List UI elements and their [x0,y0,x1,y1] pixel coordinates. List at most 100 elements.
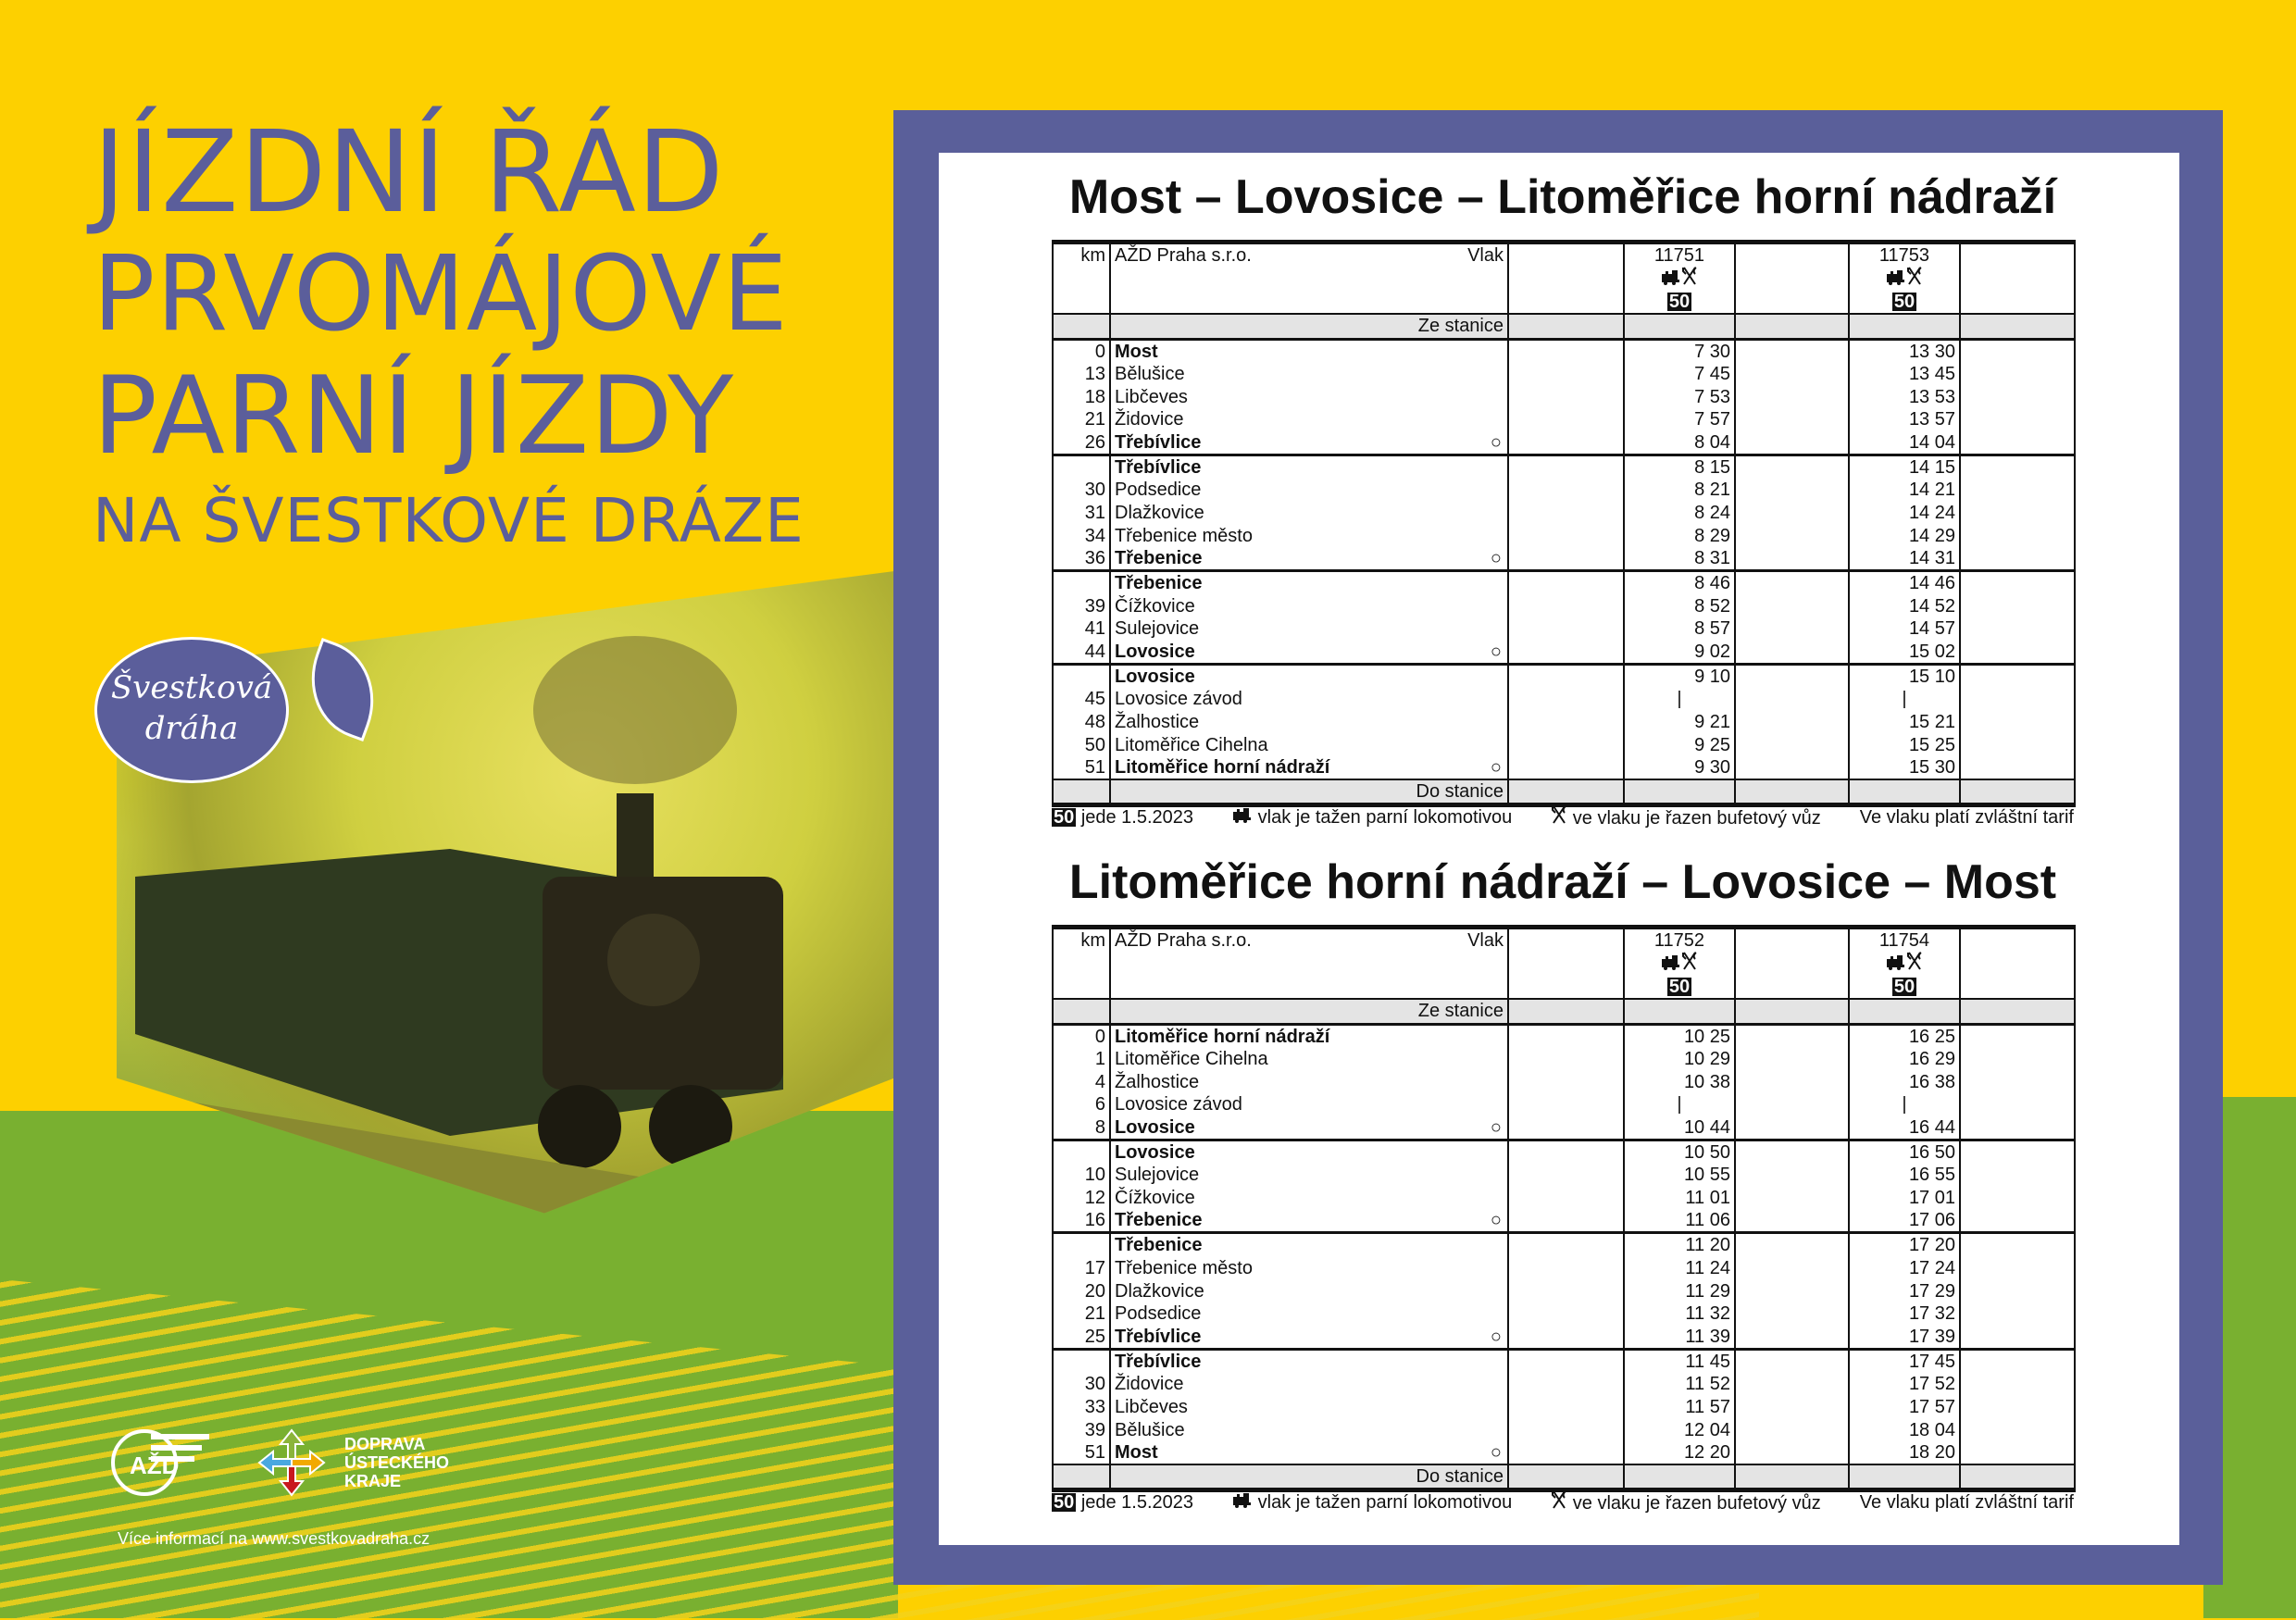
empty-cell [1734,1024,1850,1048]
empty-cell [1734,408,1850,431]
empty-cell [1507,313,1625,341]
station-label: Dlažkovice [1115,1280,1204,1302]
empty-cell [1734,1209,1850,1233]
doprava-ustecky-kraj-text: DOPRAVA ÚSTECKÉHO KRAJE [344,1435,449,1490]
departure-time: 9 25 [1623,733,1736,757]
empty-cell [1507,1163,1625,1187]
steam-locomotive-icon [1662,270,1679,285]
date-badge: 50 [1666,292,1692,312]
timetable-row: 45 Lovosice závod | | [1052,687,2076,711]
empty-cell [1959,1347,2076,1373]
station-name: Litoměřice horní nádraží [1109,1024,1509,1048]
departure-time: 9 10 [1623,662,1736,688]
station-label: Litoměřice horní nádraží [1115,1026,1330,1047]
empty-cell [1507,1024,1625,1048]
train-header-11751: 11751 50 [1623,242,1736,314]
legend-loco: vlak je tažen parní lokomotivou [1232,1491,1512,1514]
empty-cell [1959,569,2076,595]
departure-time: 17 39 [1848,1325,1961,1350]
empty-cell [1507,1441,1625,1465]
timetable-row: 12 Čížkovice 11 01 17 01 [1052,1186,2076,1210]
km-cell: 16 [1052,1209,1111,1233]
empty-cell [1959,640,2076,665]
empty-cell [1507,1070,1625,1094]
departure-time: 11 32 [1623,1302,1736,1326]
empty-cell [1507,385,1625,409]
station-label: Most [1115,341,1158,362]
departure-time: 9 30 [1623,756,1736,780]
station-name: Lovosice závod [1109,687,1509,711]
departure-time: 8 29 [1623,524,1736,548]
departure-time: 10 50 [1623,1138,1736,1164]
station-name: Libčeves [1109,1395,1509,1419]
stop-marker-icon: ○ [1490,431,1502,453]
date-badge: 50 [1052,1491,1077,1513]
departure-time: 15 02 [1848,640,1961,665]
station-label: Čížkovice [1115,595,1195,617]
station-name: Litoměřice Cihelna [1109,1047,1509,1071]
timetable-row: 10 Sulejovice 10 55 16 55 [1052,1163,2076,1187]
departure-time: 8 57 [1623,617,1736,641]
departure-time: 10 44 [1623,1115,1736,1140]
station-label: Třebenice město [1115,525,1253,546]
station-name: Třebenice město [1109,1256,1509,1280]
legend-1: 50 jede 1.5.2023 vlak je tažen parní lok… [1052,805,2074,829]
station-label: Most [1115,1442,1158,1464]
km-cell: 31 [1052,501,1111,525]
timetable-title-2: Litoměřice horní nádraží – Lovosice – Mo… [1068,855,2057,909]
empty-cell [1734,779,1850,807]
empty-cell [1052,313,1111,341]
timetable-row: 21 Podsedice 11 32 17 32 [1052,1302,2076,1326]
km-cell: 36 [1052,547,1111,571]
departure-time: 11 24 [1623,1256,1736,1280]
azd-logo: AŽD [109,1426,211,1504]
departure-time: 13 45 [1848,362,1961,386]
empty-cell [1507,1372,1625,1396]
timetable-row: 0 Litoměřice horní nádraží 10 25 16 25 [1052,1024,2076,1048]
empty-cell [1734,1347,1850,1373]
empty-cell [1959,339,2076,363]
stop-marker-icon: ○ [1490,641,1502,662]
timetable-row: 18 Libčeves 7 53 13 53 [1052,385,2076,409]
empty-cell [1507,779,1625,807]
steam-locomotive-icon [1662,955,1679,970]
station-name: Sulejovice [1109,1163,1509,1187]
station-name: Bělušice [1109,1418,1509,1442]
km-cell: 30 [1052,478,1111,502]
empty-cell [1734,569,1850,595]
empty-cell [1959,756,2076,780]
station-label: Libčeves [1115,1397,1188,1418]
empty-cell [1507,1047,1625,1071]
empty-cell [1734,1163,1850,1187]
empty-cell [1507,733,1625,757]
departure-time: | [1623,687,1736,711]
station-label: Libčeves [1115,386,1188,407]
timetable-row: Třebívlice 8 15 14 15 [1052,453,2076,479]
station-name: Dlažkovice [1109,1279,1509,1303]
departure-time: 17 01 [1848,1186,1961,1210]
station-name: Třebenice [1109,569,1509,595]
station-label: Lovosice [1115,641,1195,662]
empty-cell [1507,1256,1625,1280]
empty-cell [1507,339,1625,363]
empty-cell [1734,547,1850,571]
km-cell: 4 [1052,1070,1111,1094]
empty-cell [1959,1115,2076,1140]
empty-cell [1959,733,2076,757]
empty-cell [1623,998,1736,1026]
empty-cell [1507,1418,1625,1442]
train-header-11754: 11754 50 [1848,927,1961,999]
timetable-row: 36 Třebenice ○ 8 31 14 31 [1052,547,2076,571]
station-label: Třebenice [1115,1235,1203,1256]
timetable-row: 21 Židovice 7 57 13 57 [1052,408,2076,431]
timetable-row: Lovosice 10 50 16 50 [1052,1138,2076,1164]
station-name: Třebenice [1109,1231,1509,1257]
station-label: Dlažkovice [1115,503,1204,524]
stop-marker-icon: ○ [1490,1442,1502,1464]
empty-cell [1959,1418,2076,1442]
departure-time: 16 29 [1848,1047,1961,1071]
departure-time: 14 15 [1848,453,1961,479]
timetable-row: 30 Židovice 11 52 17 52 [1052,1372,2076,1396]
departure-time: 14 29 [1848,524,1961,548]
empty-cell [1959,547,2076,571]
